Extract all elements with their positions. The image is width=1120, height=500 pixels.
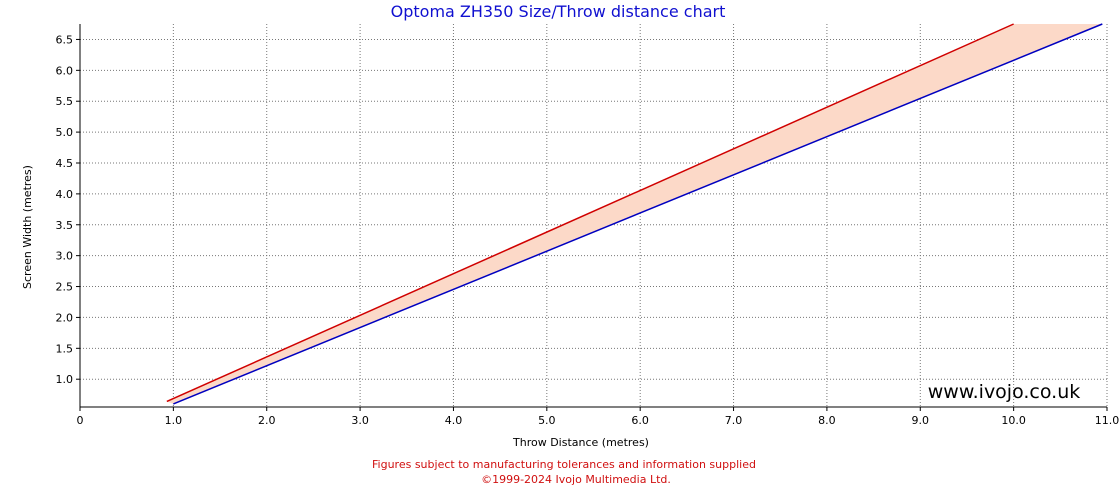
y-axis-title: Screen Width (metres) — [21, 165, 34, 289]
x-tick-label: 5.0 — [538, 414, 556, 427]
chart-title: Optoma ZH350 Size/Throw distance chart — [391, 2, 726, 21]
x-tick-label: 10.0 — [1001, 414, 1026, 427]
y-tick-label: 4.0 — [56, 188, 74, 201]
x-tick-label: 0 — [77, 414, 84, 427]
x-tick-label: 7.0 — [725, 414, 743, 427]
y-tick-label: 3.5 — [56, 219, 74, 232]
y-tick-label: 5.0 — [56, 126, 74, 139]
x-tick-label: 3.0 — [351, 414, 369, 427]
series-line-2 — [173, 23, 1103, 405]
y-axis-ticks: 1.0 1.5 2.0 2.5 3.0 3.5 4.0 4.5 5.0 5.5 6.0 6.5 — [56, 33, 80, 386]
x-axis-title: Throw Distance (metres) — [512, 436, 649, 449]
y-tick-label: 1.5 — [56, 342, 74, 355]
x-tick-label: 4.0 — [445, 414, 463, 427]
y-tick-label: 6.5 — [56, 33, 74, 46]
footer-disclaimer: Figures subject to manufacturing toleran… — [372, 458, 756, 471]
x-tick-label: 6.0 — [631, 414, 649, 427]
x-tick-label: 1.0 — [165, 414, 183, 427]
x-tick-label: 2.0 — [258, 414, 276, 427]
y-tick-label: 3.0 — [56, 250, 74, 263]
y-tick-label: 5.5 — [56, 95, 74, 108]
y-tick-label: 2.0 — [56, 311, 74, 324]
watermark: www.ivojo.co.uk — [928, 381, 1081, 403]
y-tick-label: 4.5 — [56, 157, 74, 170]
y-tick-label: 2.5 — [56, 281, 74, 294]
x-tick-label: 11.0 — [1095, 414, 1120, 427]
x-tick-label: 8.0 — [818, 414, 836, 427]
footer-copyright: ©1999-2024 Ivojo Multimedia Ltd. — [481, 473, 671, 486]
series-line-1 — [166, 23, 1014, 403]
x-tick-label: 9.0 — [912, 414, 930, 427]
y-tick-label: 1.0 — [56, 373, 74, 386]
x-axis-ticks: 0 1.0 2.0 3.0 4.0 5.0 6.0 7.0 8.0 9.0 10.0 11.0 — [77, 407, 1120, 427]
series-group — [166, 23, 1103, 405]
y-tick-label: 6.0 — [56, 64, 74, 77]
